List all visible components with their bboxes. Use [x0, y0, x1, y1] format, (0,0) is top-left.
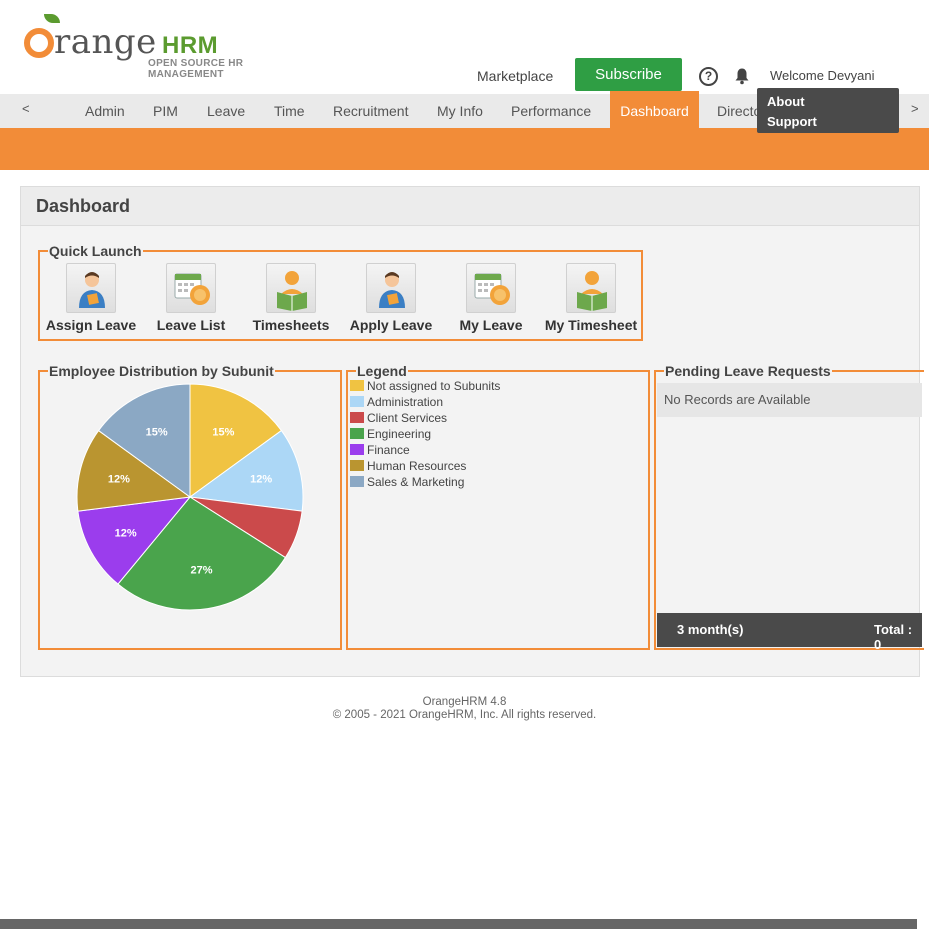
legend-label: Administration	[367, 395, 444, 409]
legend-label: Sales & Marketing	[367, 475, 465, 489]
legend-title: Legend	[357, 363, 407, 379]
menu-item-directory[interactable]: Directo	[717, 103, 762, 119]
pie-slice-label: 12%	[250, 474, 272, 486]
orangehrm-logo[interactable]: range HRM OPEN SOURCE HR MANAGEMENT	[24, 12, 314, 80]
quick-launch-label: My Leave	[459, 317, 523, 333]
no-records-text: No Records are Available	[664, 392, 811, 407]
logo-orange-icon	[24, 28, 54, 58]
legend-box: Legend Not assigned to Subunits Administr…	[346, 363, 650, 650]
assign-leave-icon	[66, 263, 116, 313]
welcome-dropdown: About Support	[757, 88, 899, 133]
pie-slice-finance[interactable]	[77, 496, 192, 585]
pending-leave-legend: Pending Leave Requests	[665, 363, 831, 379]
pie-slice-label: 12%	[115, 527, 137, 539]
legend-swatch	[350, 412, 364, 423]
pie-slice-human-resources[interactable]	[76, 429, 192, 512]
pie-slice-label: 15%	[212, 427, 234, 439]
pie-slice-label: 12%	[108, 474, 130, 486]
quick-launch-legend: Quick Launch	[49, 243, 142, 259]
page-title: Dashboard	[36, 196, 131, 216]
menu-item-performance[interactable]: Performance	[511, 103, 592, 119]
logo-hrm: HRM	[162, 32, 219, 59]
quick-launch-my-leave[interactable]: My Leave	[443, 263, 539, 333]
pie-slice-administration[interactable]	[188, 429, 304, 512]
bottom-scrollbar[interactable]	[0, 919, 917, 929]
pending-leave-box: Pending Leave Requests No Records are Av…	[654, 363, 924, 652]
dashboard-panel: Dashboard Quick Launch Assign Leave	[20, 186, 924, 677]
legend-label: Engineering	[367, 427, 432, 441]
period-text: 3 month(s)	[677, 622, 744, 637]
quick-launch-label: Assign Leave	[45, 317, 137, 333]
pie-slice-label: 27%	[190, 565, 212, 577]
orange-band	[0, 128, 929, 170]
pie-slice-sales-marketing[interactable]	[97, 383, 191, 498]
footer-copyright: © 2005 - 2021 OrangeHRM, Inc. All rights…	[332, 709, 597, 721]
footer-version: OrangeHRM 4.8	[422, 696, 507, 708]
marketplace-link[interactable]: Marketplace	[477, 68, 554, 84]
apply-leave-icon	[366, 263, 416, 313]
menu-item-my-info[interactable]: My Info	[437, 103, 483, 119]
dropdown-about[interactable]: About	[767, 94, 805, 109]
legend-label: Client Services	[367, 411, 448, 425]
legend-swatch	[350, 396, 364, 407]
legend-swatch	[350, 444, 364, 455]
logo-tagline: OPEN SOURCE HR MANAGEMENT	[148, 58, 244, 80]
quick-launch-apply-leave[interactable]: Apply Leave	[343, 263, 439, 333]
logo-leaf-icon	[44, 14, 60, 23]
pending-empty-row: No Records are Available	[657, 383, 922, 417]
quick-launch-assign-leave[interactable]: Assign Leave	[43, 263, 139, 333]
menu-item-dashboard[interactable]: Dashboard	[610, 91, 699, 128]
quick-launch-box: Quick Launch Assign Leave	[38, 243, 643, 341]
menu-item-leave[interactable]: Leave	[207, 103, 246, 119]
calendar-icon	[166, 263, 216, 313]
menu-item-pim[interactable]: PIM	[153, 103, 178, 119]
menu-scroll-right-icon[interactable]: >	[911, 101, 919, 116]
menu-scroll-left-icon[interactable]: <	[22, 101, 30, 116]
timesheet-icon	[266, 263, 316, 313]
dropdown-support[interactable]: Support	[767, 114, 817, 129]
employee-distribution-box: Employee Distribution by Subunit 15% 12% 2…	[38, 363, 342, 650]
welcome-user-link[interactable]: Welcome Devyani	[770, 68, 875, 83]
pie-slice-engineering[interactable]	[117, 496, 287, 611]
panel-header: Dashboard	[21, 187, 919, 226]
timesheet-icon	[566, 263, 616, 313]
legend-label: Human Resources	[367, 459, 467, 473]
legend-label: Not assigned to Subunits	[367, 379, 501, 393]
menu-item-recruitment[interactable]: Recruitment	[333, 103, 409, 119]
legend-swatch	[350, 460, 364, 471]
quick-launch-label: Timesheets	[252, 317, 330, 333]
quick-launch-leave-list[interactable]: Leave List	[143, 263, 239, 333]
header: range HRM OPEN SOURCE HR MANAGEMENT Mark…	[0, 0, 929, 94]
pie-slice-not-assigned-to-subunits[interactable]	[189, 383, 283, 498]
menu-item-time[interactable]: Time	[274, 103, 305, 119]
legend-label: Finance	[367, 443, 410, 457]
quick-launch-timesheets[interactable]: Timesheets	[243, 263, 339, 333]
calendar-icon	[466, 263, 516, 313]
distribution-legend: Employee Distribution by Subunit	[49, 363, 274, 379]
distribution-pie-chart: 15% 12% 27% 12% 12% 15%	[76, 383, 304, 611]
total-text: Total : 0	[874, 622, 913, 652]
quick-launch-label: My Timesheet	[544, 317, 638, 333]
menu-item-admin[interactable]: Admin	[85, 103, 125, 119]
question-circle-icon[interactable]: ?	[699, 67, 718, 86]
quick-launch-label: Apply Leave	[349, 317, 433, 333]
logo-word: range	[54, 22, 157, 62]
legend-swatch	[350, 428, 364, 439]
subscribe-button[interactable]: Subscribe	[575, 58, 682, 91]
legend-swatch	[350, 476, 364, 487]
pie-slice-label: 15%	[146, 427, 168, 439]
legend-swatch	[350, 380, 364, 391]
bell-icon[interactable]	[733, 67, 751, 85]
quick-launch-my-timesheet[interactable]: My Timesheet	[543, 263, 639, 333]
pending-footer: 3 month(s) Total : 0	[657, 613, 922, 652]
quick-launch-label: Leave List	[156, 317, 226, 333]
